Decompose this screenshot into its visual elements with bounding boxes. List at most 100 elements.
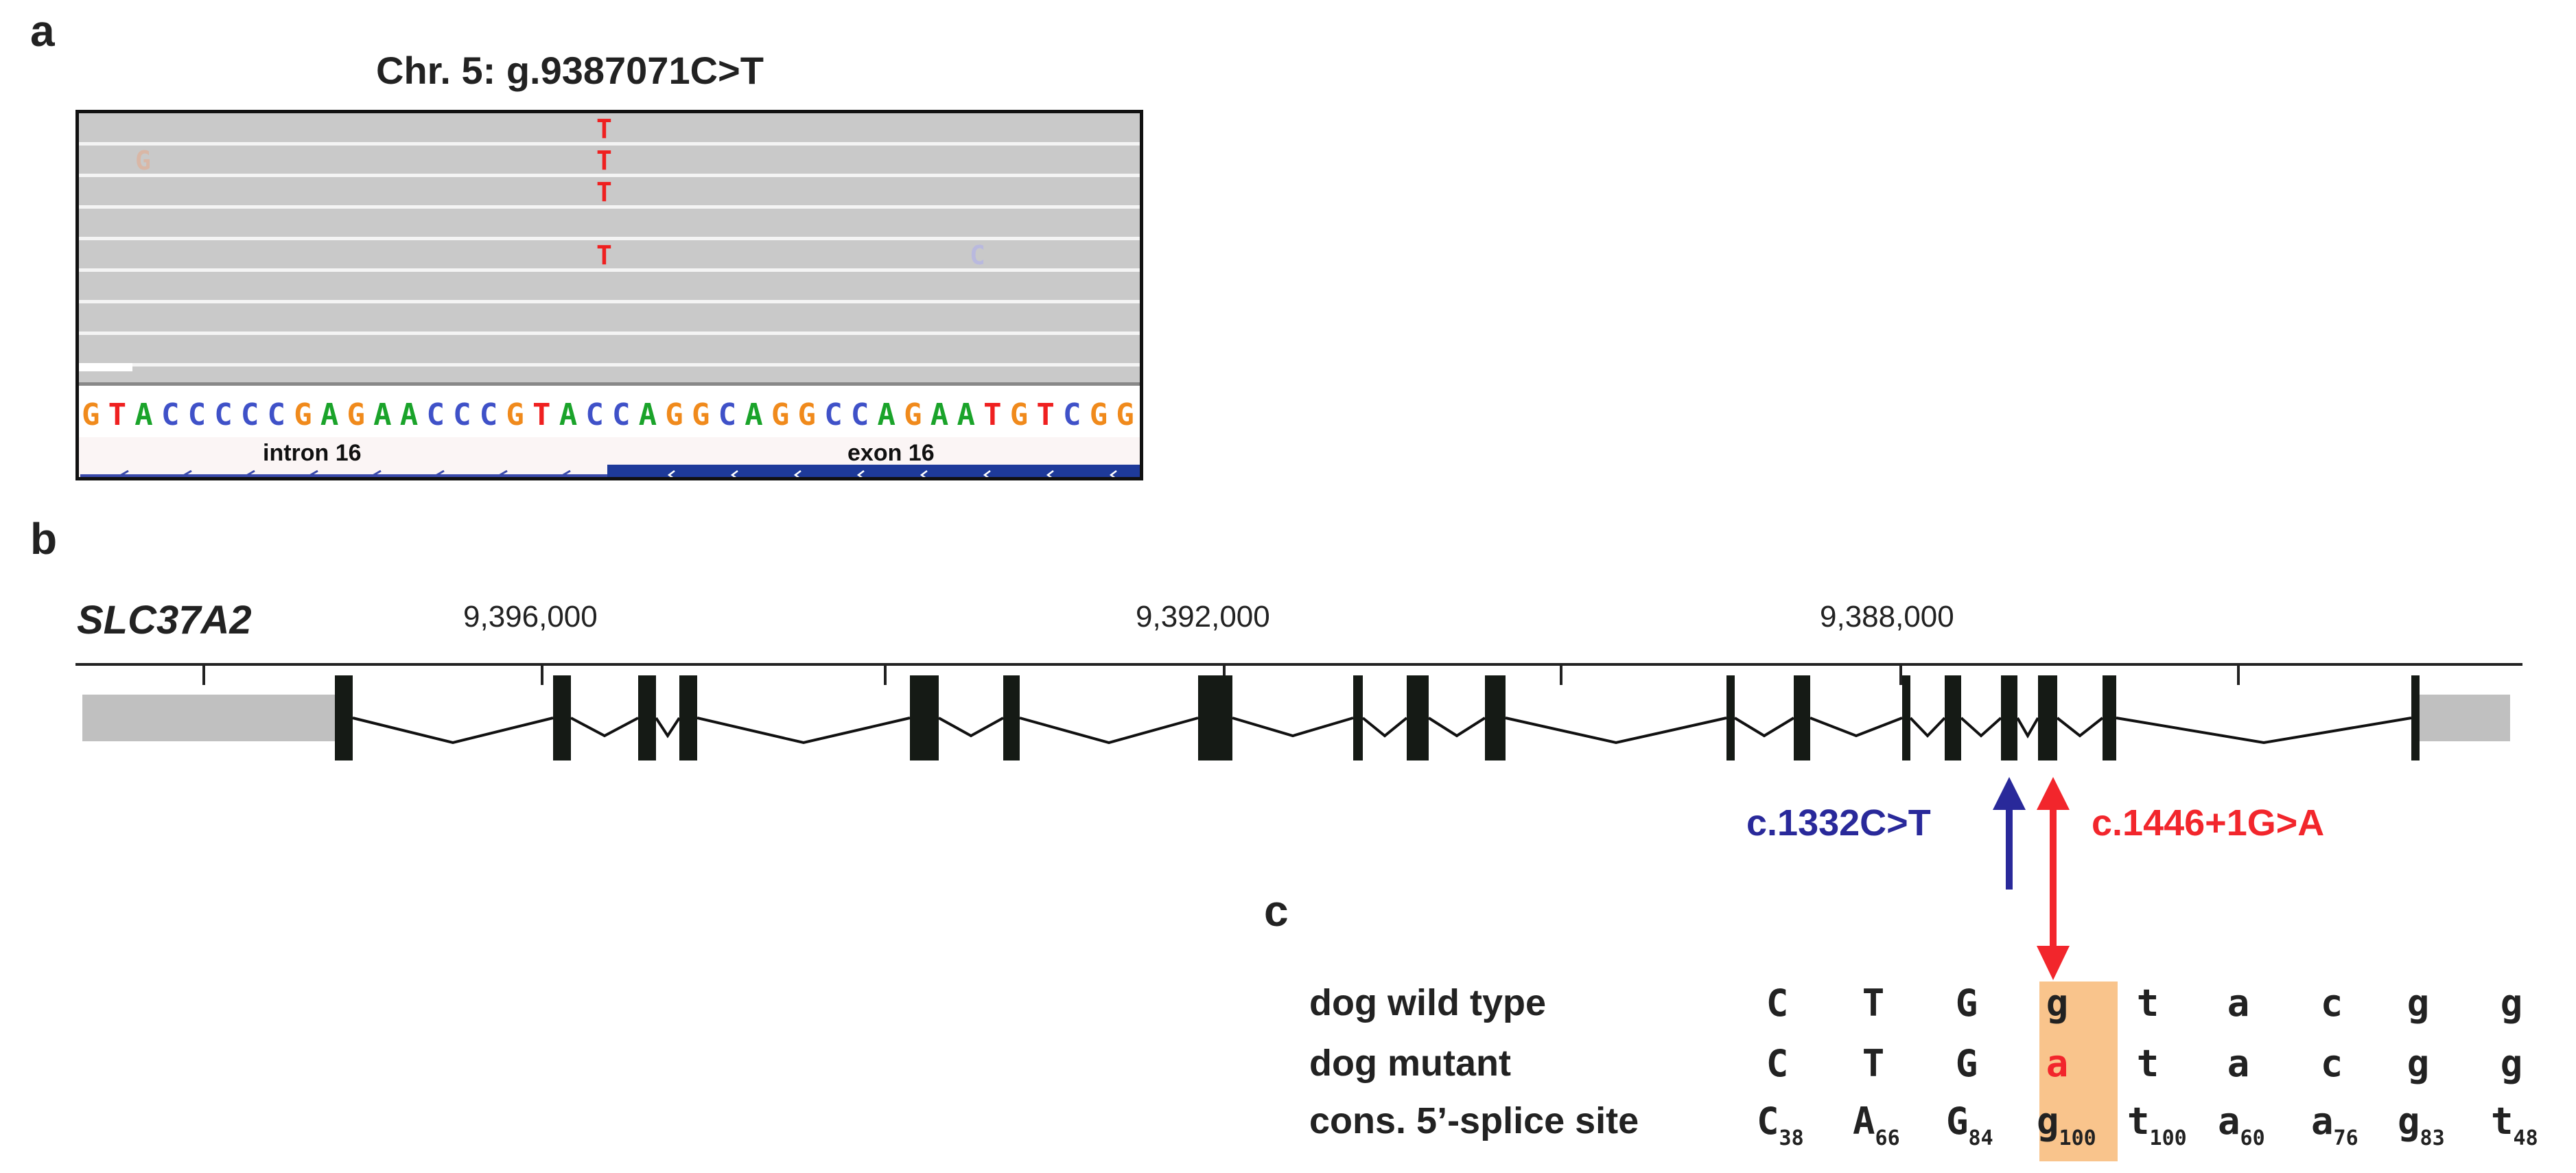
nucleotide-letter: t: [2136, 982, 2159, 1025]
frequency-subscript: 66: [1875, 1126, 1900, 1150]
nucleotide: G: [1946, 1042, 1987, 1085]
strand-arrow: [730, 470, 738, 477]
reference-base: C: [240, 397, 259, 432]
nucleotide: t100: [2127, 1100, 2187, 1150]
nucleotide-letter: t: [2127, 1100, 2150, 1143]
exon-block: [679, 675, 697, 760]
reference-base: A: [877, 397, 896, 432]
strand-arrow: [1046, 470, 1054, 477]
nucleotide: g83: [2398, 1100, 2445, 1150]
nucleotide-letter: a: [2227, 982, 2250, 1025]
reference-base: G: [347, 397, 366, 432]
nucleotide-letter: g: [2398, 1100, 2420, 1143]
reference-base: G: [506, 397, 524, 432]
arrow-c1446-head: [2037, 777, 2070, 810]
reference-base: C: [1063, 397, 1081, 432]
intron-connector: [1505, 717, 1727, 745]
nucleotide-letter: g: [2407, 1042, 2430, 1085]
reference-base: C: [267, 397, 286, 432]
nucleotide: a60: [2218, 1100, 2265, 1150]
nucleotide-letter: t: [2136, 1042, 2159, 1085]
strand-arrow: [307, 469, 318, 477]
nucleotide: A66: [1853, 1100, 1900, 1150]
exon-block: [2038, 675, 2057, 760]
exon-block: [910, 675, 939, 760]
gene-structure: [75, 663, 2522, 892]
nucleotide: C38: [1757, 1100, 1804, 1150]
intron-connector: [352, 717, 554, 745]
reference-base: A: [134, 397, 153, 432]
exon-bar: [607, 465, 1140, 477]
strand-arrow: [244, 469, 255, 477]
axis-tick-label: 9,392,000: [1136, 600, 1270, 634]
read-separator: [79, 174, 1140, 177]
exon-block: [1485, 675, 1506, 760]
variant-base: T: [596, 240, 612, 270]
exon-block: [2001, 675, 2017, 760]
strand-arrow: [434, 469, 445, 477]
nucleotide-letter: C: [1757, 1100, 1779, 1143]
axis-tick-label: 9,388,000: [1820, 600, 1954, 634]
reference-base: C: [850, 397, 869, 432]
exon-block: [1794, 675, 1810, 760]
nucleotide-letter: G: [1955, 982, 1978, 1025]
nucleotide: t: [2127, 1042, 2168, 1085]
nucleotide: c: [2311, 1042, 2352, 1085]
reference-base: T: [1036, 397, 1055, 432]
exon-block: [1945, 675, 1961, 760]
strand-arrow: [560, 469, 571, 477]
variant-base: T: [596, 146, 612, 176]
intron-connector: [938, 717, 1004, 738]
nucleotide: g: [2037, 982, 2078, 1025]
reference-base: A: [745, 397, 763, 432]
nucleotide-letter: g: [2500, 1042, 2523, 1085]
nucleotide: C: [1757, 1042, 1798, 1085]
reference-base: C: [585, 397, 604, 432]
read-separator: [79, 142, 1140, 146]
reference-base: C: [612, 397, 631, 432]
strand-arrow: [983, 470, 991, 477]
reference-base: A: [930, 397, 949, 432]
frequency-subscript: 48: [2513, 1126, 2538, 1150]
nucleotide-letter: G: [1955, 1042, 1978, 1085]
intron-connector: [2116, 717, 2412, 745]
utr-left: [82, 695, 338, 741]
nucleotide: g: [2398, 1042, 2439, 1085]
reference-base: G: [294, 397, 312, 432]
exon-block: [335, 675, 353, 760]
panel-label-c: c: [1264, 886, 1289, 936]
read-separator: [79, 237, 1140, 240]
read-gap: [79, 363, 132, 371]
intron-connector: [696, 717, 911, 745]
read-separator: [79, 205, 1140, 209]
reference-base: A: [399, 397, 419, 432]
nucleotide: c: [2311, 982, 2352, 1025]
reference-base: A: [373, 397, 392, 432]
reference-base: G: [665, 397, 683, 432]
reference-base: G: [1116, 397, 1134, 432]
intron-connector: [655, 717, 681, 739]
nucleotide-letter: a: [2046, 1042, 2069, 1085]
nucleotide-letter: C: [1766, 1042, 1789, 1085]
strand-arrow: [118, 469, 129, 477]
nucleotide: G: [1946, 982, 1987, 1025]
nucleotide: C: [1757, 982, 1798, 1025]
intron-connector: [1232, 717, 1354, 738]
reference-base: A: [320, 397, 339, 432]
nucleotide: a76: [2311, 1100, 2358, 1150]
row-label-mutant: dog mutant: [1309, 1043, 1511, 1084]
intron-connector: [2056, 717, 2104, 738]
intron-connector: [1909, 717, 1946, 738]
splice-arrow: [2037, 892, 2070, 980]
frequency-subscript: 38: [1779, 1126, 1804, 1150]
reference-base: C: [161, 397, 180, 432]
nucleotide-letter: a: [2218, 1100, 2240, 1143]
nucleotide-letter: g: [2407, 982, 2430, 1025]
strand-arrow: [497, 469, 508, 477]
strand-arrow: [920, 470, 928, 477]
read-separator: [79, 268, 1140, 272]
reference-divider: [79, 382, 1140, 393]
